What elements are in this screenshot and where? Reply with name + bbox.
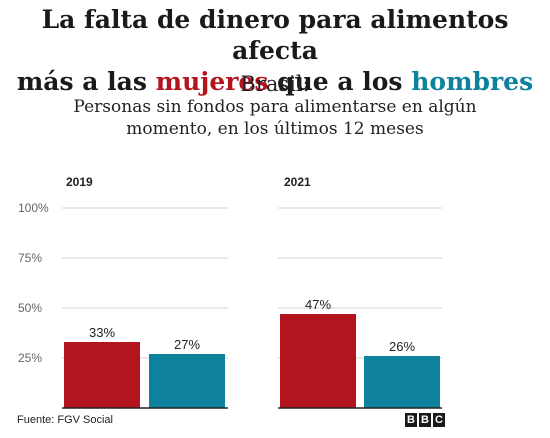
bbc-logo-block-1: B bbox=[405, 413, 417, 427]
headline: La falta de dinero para alimentos afecta… bbox=[0, 4, 550, 97]
panel-title-2021: 2021 bbox=[284, 175, 311, 189]
data-label-2021-hombres: 26% bbox=[389, 339, 415, 354]
source-note: Fuente: FGV Social bbox=[17, 414, 113, 426]
headline-line-2-middle: que a los bbox=[268, 67, 412, 96]
y-tick-label-50: 50% bbox=[18, 301, 42, 315]
headline-women: mujeres bbox=[155, 67, 269, 96]
panel-title-2019: 2019 bbox=[66, 175, 93, 189]
subtitle-description: Personas sin fondos para alimentarse en … bbox=[73, 97, 477, 139]
bbc-logo-block-3: C bbox=[433, 413, 445, 427]
headline-line-1: La falta de dinero para alimentos afecta bbox=[41, 5, 509, 65]
y-tick-label-25: 25% bbox=[18, 351, 42, 365]
y-tick-label-100: 100% bbox=[18, 201, 49, 215]
subtitle-country: Brasil: bbox=[240, 72, 310, 96]
bar-2021-hombres bbox=[364, 356, 440, 408]
data-label-2019-hombres: 27% bbox=[174, 337, 200, 352]
data-label-2021-mujeres: 47% bbox=[305, 297, 331, 312]
bbc-logo-block-2: B bbox=[419, 413, 431, 427]
subtitle: Brasil: Personas sin fondos para aliment… bbox=[0, 72, 550, 140]
data-label-2019-mujeres: 33% bbox=[89, 325, 115, 340]
bar-2019-mujeres bbox=[64, 342, 140, 408]
bar-2019-hombres bbox=[149, 354, 225, 408]
y-tick-label-75: 75% bbox=[18, 251, 42, 265]
headline-men: hombres bbox=[411, 67, 534, 96]
headline-line-2-prefix: más a las bbox=[16, 67, 156, 96]
bar-2021-mujeres bbox=[280, 314, 356, 408]
bbc-logo: B B C bbox=[405, 413, 445, 427]
